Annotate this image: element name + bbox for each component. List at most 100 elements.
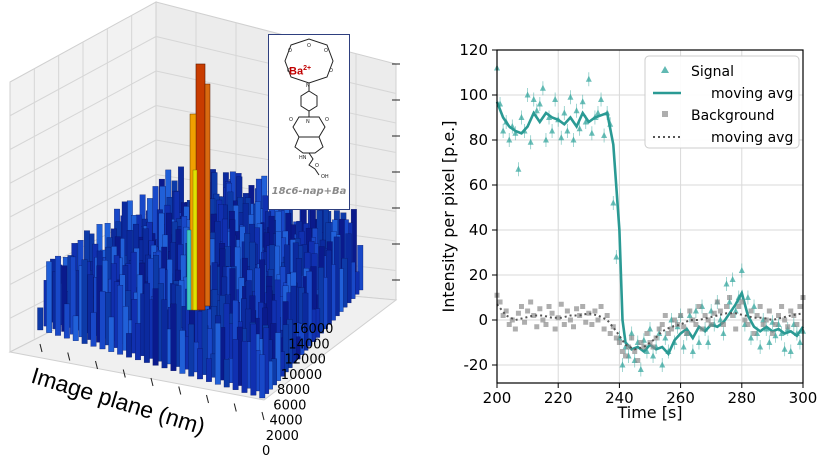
- background-point: [702, 313, 708, 318]
- phenyl-ring: [300, 90, 318, 112]
- background-point: [525, 308, 531, 314]
- molecule-structure-drawing: O O O O O N N O O HN O OH: [284, 38, 334, 180]
- background-point: [623, 353, 629, 359]
- background-point: [693, 322, 699, 327]
- x-axis-tick: [178, 386, 182, 395]
- background-point: [708, 322, 714, 327]
- y-tick-label: 0: [478, 311, 488, 329]
- molecule-inset: O O O O O N N O O HN O OH Ba2+ 18c6-nap+…: [268, 34, 350, 210]
- carbonyl-oxygen-label: O: [325, 117, 329, 123]
- noise-bar: [46, 261, 53, 333]
- background-point: [797, 304, 803, 309]
- background-point: [659, 322, 665, 327]
- alkyl-chain: [308, 152, 320, 176]
- y-tick-label: 60: [469, 176, 488, 194]
- background-point: [751, 331, 757, 336]
- noise-bar: [152, 288, 159, 366]
- noise-bar: [302, 292, 309, 351]
- background-point: [626, 344, 632, 350]
- background-point: [583, 319, 589, 325]
- ring-oxygen-label: O: [324, 48, 328, 54]
- signal-moving-avg-line: [495, 101, 805, 357]
- background-point: [705, 317, 711, 323]
- ring-oxygen-label: O: [307, 43, 311, 49]
- noise-bar: [188, 323, 195, 377]
- background-point: [696, 304, 702, 309]
- x-axis-tick: [206, 394, 209, 404]
- background-moving-avg-line: [496, 303, 804, 351]
- noise-bar: [214, 322, 221, 385]
- noise-bar: [81, 259, 88, 344]
- x-axis-tick: [150, 377, 154, 387]
- background-point: [571, 324, 576, 330]
- noise-bar: [108, 316, 115, 352]
- background-point: [724, 304, 729, 309]
- depth-tick-label: 0: [262, 444, 270, 457]
- depth-tick-label: 8000: [277, 383, 310, 398]
- depth-tick-label: 2000: [266, 429, 299, 444]
- depth-tick-label: 14000: [288, 337, 329, 352]
- x-tick-label: 280: [727, 389, 756, 407]
- noise-bar: [135, 323, 141, 361]
- background-point: [671, 317, 677, 323]
- background-point: [678, 313, 684, 318]
- y-tick-label: -20: [464, 356, 489, 374]
- background-point: [543, 322, 549, 327]
- background-point: [733, 326, 739, 332]
- chart-series: [494, 61, 806, 377]
- x-axis-tick: [122, 369, 126, 378]
- noise-bar: [143, 282, 150, 363]
- barium-ion-label: Ba2+: [289, 65, 311, 78]
- ring-nitrogen-label: N: [306, 83, 310, 89]
- background-point: [607, 331, 613, 336]
- background-point: [586, 310, 592, 316]
- peak-bar-mid: [192, 169, 198, 311]
- background-point: [528, 299, 534, 305]
- legend-signal-marker: [661, 66, 669, 73]
- depth-tick-label: 10000: [281, 368, 322, 383]
- signal-peak: [186, 63, 211, 311]
- background-point: [653, 335, 659, 341]
- background-point: [656, 326, 662, 332]
- background-point: [769, 331, 775, 336]
- y-axis-label: Intensity per pixel [p.e.]: [439, 121, 458, 313]
- noise-bar: [117, 285, 124, 355]
- noise-bar: [126, 333, 132, 358]
- background-point: [757, 304, 763, 309]
- crown-ether-ring: [284, 38, 334, 84]
- background-point: [598, 304, 604, 309]
- noise-bar: [99, 291, 106, 350]
- noise-bar: [357, 245, 364, 291]
- background-point: [537, 306, 543, 312]
- ring-oxygen-label: O: [287, 68, 291, 74]
- noise-bar: [161, 299, 168, 369]
- noise-bar: [87, 274, 94, 340]
- background-point: [522, 319, 528, 325]
- x-axis-tick: [39, 343, 43, 353]
- noise-bar: [37, 307, 44, 331]
- background-point: [592, 308, 598, 314]
- ion-charge: 2+: [303, 65, 312, 72]
- x-axis-label: Time [s]: [616, 403, 682, 422]
- noise-bar: [259, 354, 266, 399]
- background-point: [500, 313, 506, 318]
- noise-bar: [250, 323, 257, 396]
- background-point: [641, 344, 647, 350]
- molecule-name-label: 18c6-nap+Ba: [271, 186, 347, 197]
- background-point: [748, 308, 754, 314]
- background-point: [497, 299, 503, 305]
- background-point: [629, 335, 635, 341]
- intensity-time-chart: 200 220 240 260 280 300 -20 0 20 40 60 80 100 120 Time…: [410, 0, 820, 461]
- background-point: [785, 324, 791, 330]
- background-point: [794, 322, 800, 327]
- background-point: [644, 331, 650, 336]
- background-point: [736, 304, 742, 309]
- acid-oxygen-label: O: [315, 163, 319, 169]
- x-tick-label: 240: [605, 389, 634, 407]
- background-point: [635, 358, 641, 363]
- noise-bar: [318, 267, 324, 334]
- background-point: [760, 322, 766, 327]
- background-point: [601, 326, 607, 332]
